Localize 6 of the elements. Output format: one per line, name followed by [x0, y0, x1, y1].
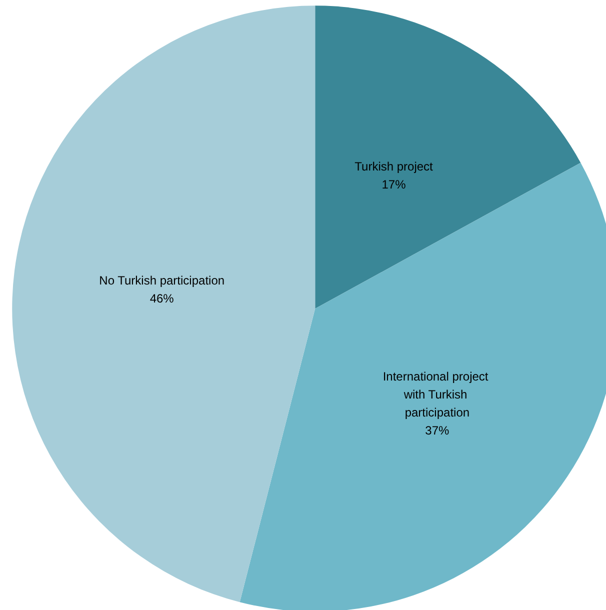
data-label: 46% [150, 291, 174, 306]
data-label: 37% [425, 423, 450, 438]
slice-label: International project with Turkish participation [382, 369, 492, 420]
slice-label: No Turkish participation [99, 273, 225, 288]
slice-label: Turkish project [354, 160, 434, 174]
data-label: 17% [382, 178, 406, 192]
